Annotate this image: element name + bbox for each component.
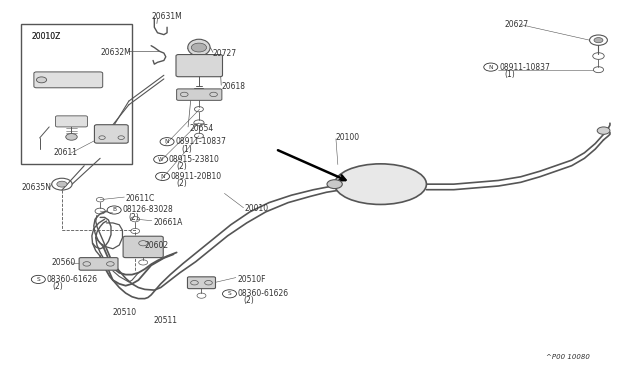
Text: 20602: 20602: [145, 241, 169, 250]
Circle shape: [594, 38, 603, 43]
Text: 20611: 20611: [54, 148, 77, 157]
Text: 20632M: 20632M: [100, 48, 131, 57]
Text: N: N: [161, 174, 165, 179]
Circle shape: [597, 127, 610, 134]
Text: 08911-10837: 08911-10837: [499, 62, 550, 72]
Text: 08911-20B10: 08911-20B10: [171, 172, 222, 181]
FancyBboxPatch shape: [188, 277, 216, 289]
Text: W: W: [158, 157, 163, 162]
FancyBboxPatch shape: [177, 89, 222, 100]
Text: 20727: 20727: [213, 49, 237, 58]
Text: 20100: 20100: [336, 133, 360, 142]
FancyBboxPatch shape: [56, 116, 88, 127]
Text: S: S: [228, 291, 232, 296]
Ellipse shape: [188, 39, 210, 56]
Text: 20010Z: 20010Z: [32, 32, 61, 41]
Text: 08360-61626: 08360-61626: [238, 289, 289, 298]
Text: (2): (2): [52, 282, 63, 291]
Text: 20661A: 20661A: [153, 218, 182, 227]
Text: 20627: 20627: [505, 20, 529, 29]
Text: 20560: 20560: [51, 258, 76, 267]
Text: (2): (2): [176, 162, 187, 171]
Circle shape: [327, 180, 342, 189]
Circle shape: [36, 77, 47, 83]
Text: 08126-83028: 08126-83028: [122, 205, 173, 215]
Text: (1): (1): [505, 70, 516, 78]
FancyBboxPatch shape: [79, 258, 118, 270]
Text: (2): (2): [129, 213, 140, 222]
FancyBboxPatch shape: [20, 23, 132, 164]
Text: ^P00 10080: ^P00 10080: [546, 353, 590, 360]
Text: B: B: [112, 208, 116, 212]
Text: 20510: 20510: [113, 308, 137, 317]
FancyBboxPatch shape: [34, 72, 102, 88]
Text: N: N: [165, 139, 170, 144]
Text: 20010Z: 20010Z: [32, 32, 61, 41]
Text: 20635N: 20635N: [22, 183, 52, 192]
Text: 08360-61626: 08360-61626: [47, 275, 98, 284]
Text: S: S: [36, 277, 40, 282]
Text: 20654: 20654: [189, 124, 214, 132]
Text: 20010: 20010: [245, 204, 269, 214]
Text: 20611C: 20611C: [125, 194, 155, 203]
Text: (1): (1): [181, 145, 192, 154]
FancyBboxPatch shape: [95, 125, 128, 143]
Text: N: N: [488, 65, 493, 70]
Text: 08911-10837: 08911-10837: [175, 137, 226, 146]
Text: 20618: 20618: [221, 82, 245, 91]
Circle shape: [191, 43, 207, 52]
Text: 08915-23810: 08915-23810: [169, 155, 220, 164]
Ellipse shape: [335, 164, 426, 205]
Text: (2): (2): [177, 179, 188, 188]
FancyBboxPatch shape: [176, 55, 223, 77]
FancyBboxPatch shape: [123, 236, 163, 258]
Circle shape: [66, 134, 77, 140]
Text: 20510F: 20510F: [237, 275, 266, 283]
Text: 20631M: 20631M: [151, 12, 182, 22]
Circle shape: [57, 181, 67, 187]
Text: (2): (2): [243, 296, 253, 305]
Text: 20511: 20511: [153, 315, 177, 324]
